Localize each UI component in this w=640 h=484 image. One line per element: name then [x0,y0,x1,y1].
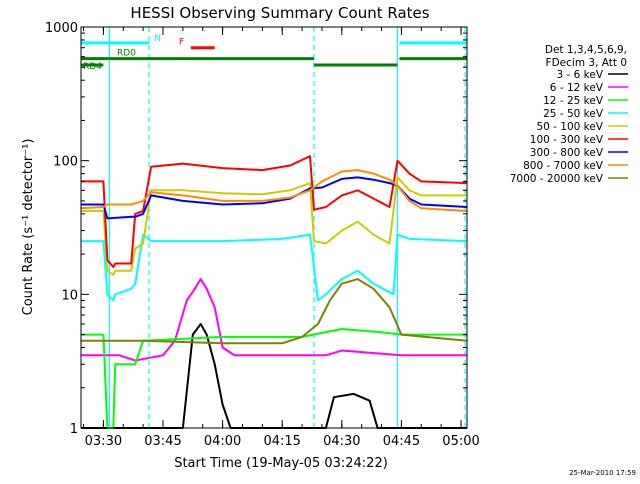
legend-header-1: FDecim 3, Att 0 [546,57,627,69]
legend-label-100-300-kev: 100 - 300 keV [530,134,604,146]
series-line-3-6-kev [81,323,467,429]
legend: Det 1,3,4,5,6,9,FDecim 3, Att 03 - 6 keV… [510,44,628,185]
x-tick-label-04-45: 04:45 [383,434,420,449]
legend-header-0: Det 1,3,4,5,6,9, [545,44,627,56]
legend-label-300-800-kev: 300 - 800 keV [530,147,604,159]
y-tick-label-1000: 1000 [45,21,78,36]
legend-label-25-50-kev: 25 - 50 keV [543,108,604,120]
y-tick-label-1: 1 [70,422,78,437]
y-axis-label: Count Rate (s⁻¹ detector⁻¹) [21,139,36,316]
legend-label-3-6-kev: 3 - 6 keV [556,69,603,81]
series-line-800-7000-kev [80,169,468,212]
flag-label-rd0: RD0 [117,49,136,59]
axes-layer: 1 10 100 1000 03:30 03:45 04:00 04:15 04:30 04:45… [45,21,480,449]
flag-bars-layer: N F RD0 RD4 [81,34,467,72]
legend-label-50-100-kev: 50 - 100 keV [536,121,603,133]
legend-label-7000-20000-kev: 7000 - 20000 keV [510,173,604,185]
series-line-100-300-kev [81,155,468,268]
x-tick-label-03-45: 03:45 [144,434,181,449]
plot-area-frame [80,26,468,429]
series-line-6-12-kev [81,278,467,362]
legend-label-6-12-kev: 6 - 12 keV [550,82,604,94]
timestamp-label: 25-Mar-2010 17:59 [569,469,636,477]
y-tick-label-10: 10 [61,288,78,303]
x-axis-label: Start Time (19-May-05 03:24:22) [174,456,388,471]
x-tick-label-04-30: 04:30 [323,434,360,449]
flag-label-n: N [154,34,161,44]
x-tick-label-04-15: 04:15 [263,434,300,449]
event-lines-layer [108,27,466,428]
y-tick-label-100: 100 [53,155,78,170]
chart-title: HESSI Observing Summary Count Rates [130,4,429,22]
x-tick-label-05-00: 05:00 [442,434,479,449]
flag-label-f: F [179,38,184,48]
series-layer [80,155,468,429]
series-line-25-50-kev [81,233,468,302]
legend-label-800-7000-kev: 800 - 7000 keV [523,160,604,172]
series-line-50-100-kev [81,176,467,276]
x-tick-label-04-00: 04:00 [204,434,241,449]
flag-label-rd4: RD4 [83,62,102,72]
series-line-7000-20000-kev [81,278,468,345]
x-tick-label-03-30: 03:30 [85,434,122,449]
legend-label-12-25-kev: 12 - 25 keV [543,95,604,107]
